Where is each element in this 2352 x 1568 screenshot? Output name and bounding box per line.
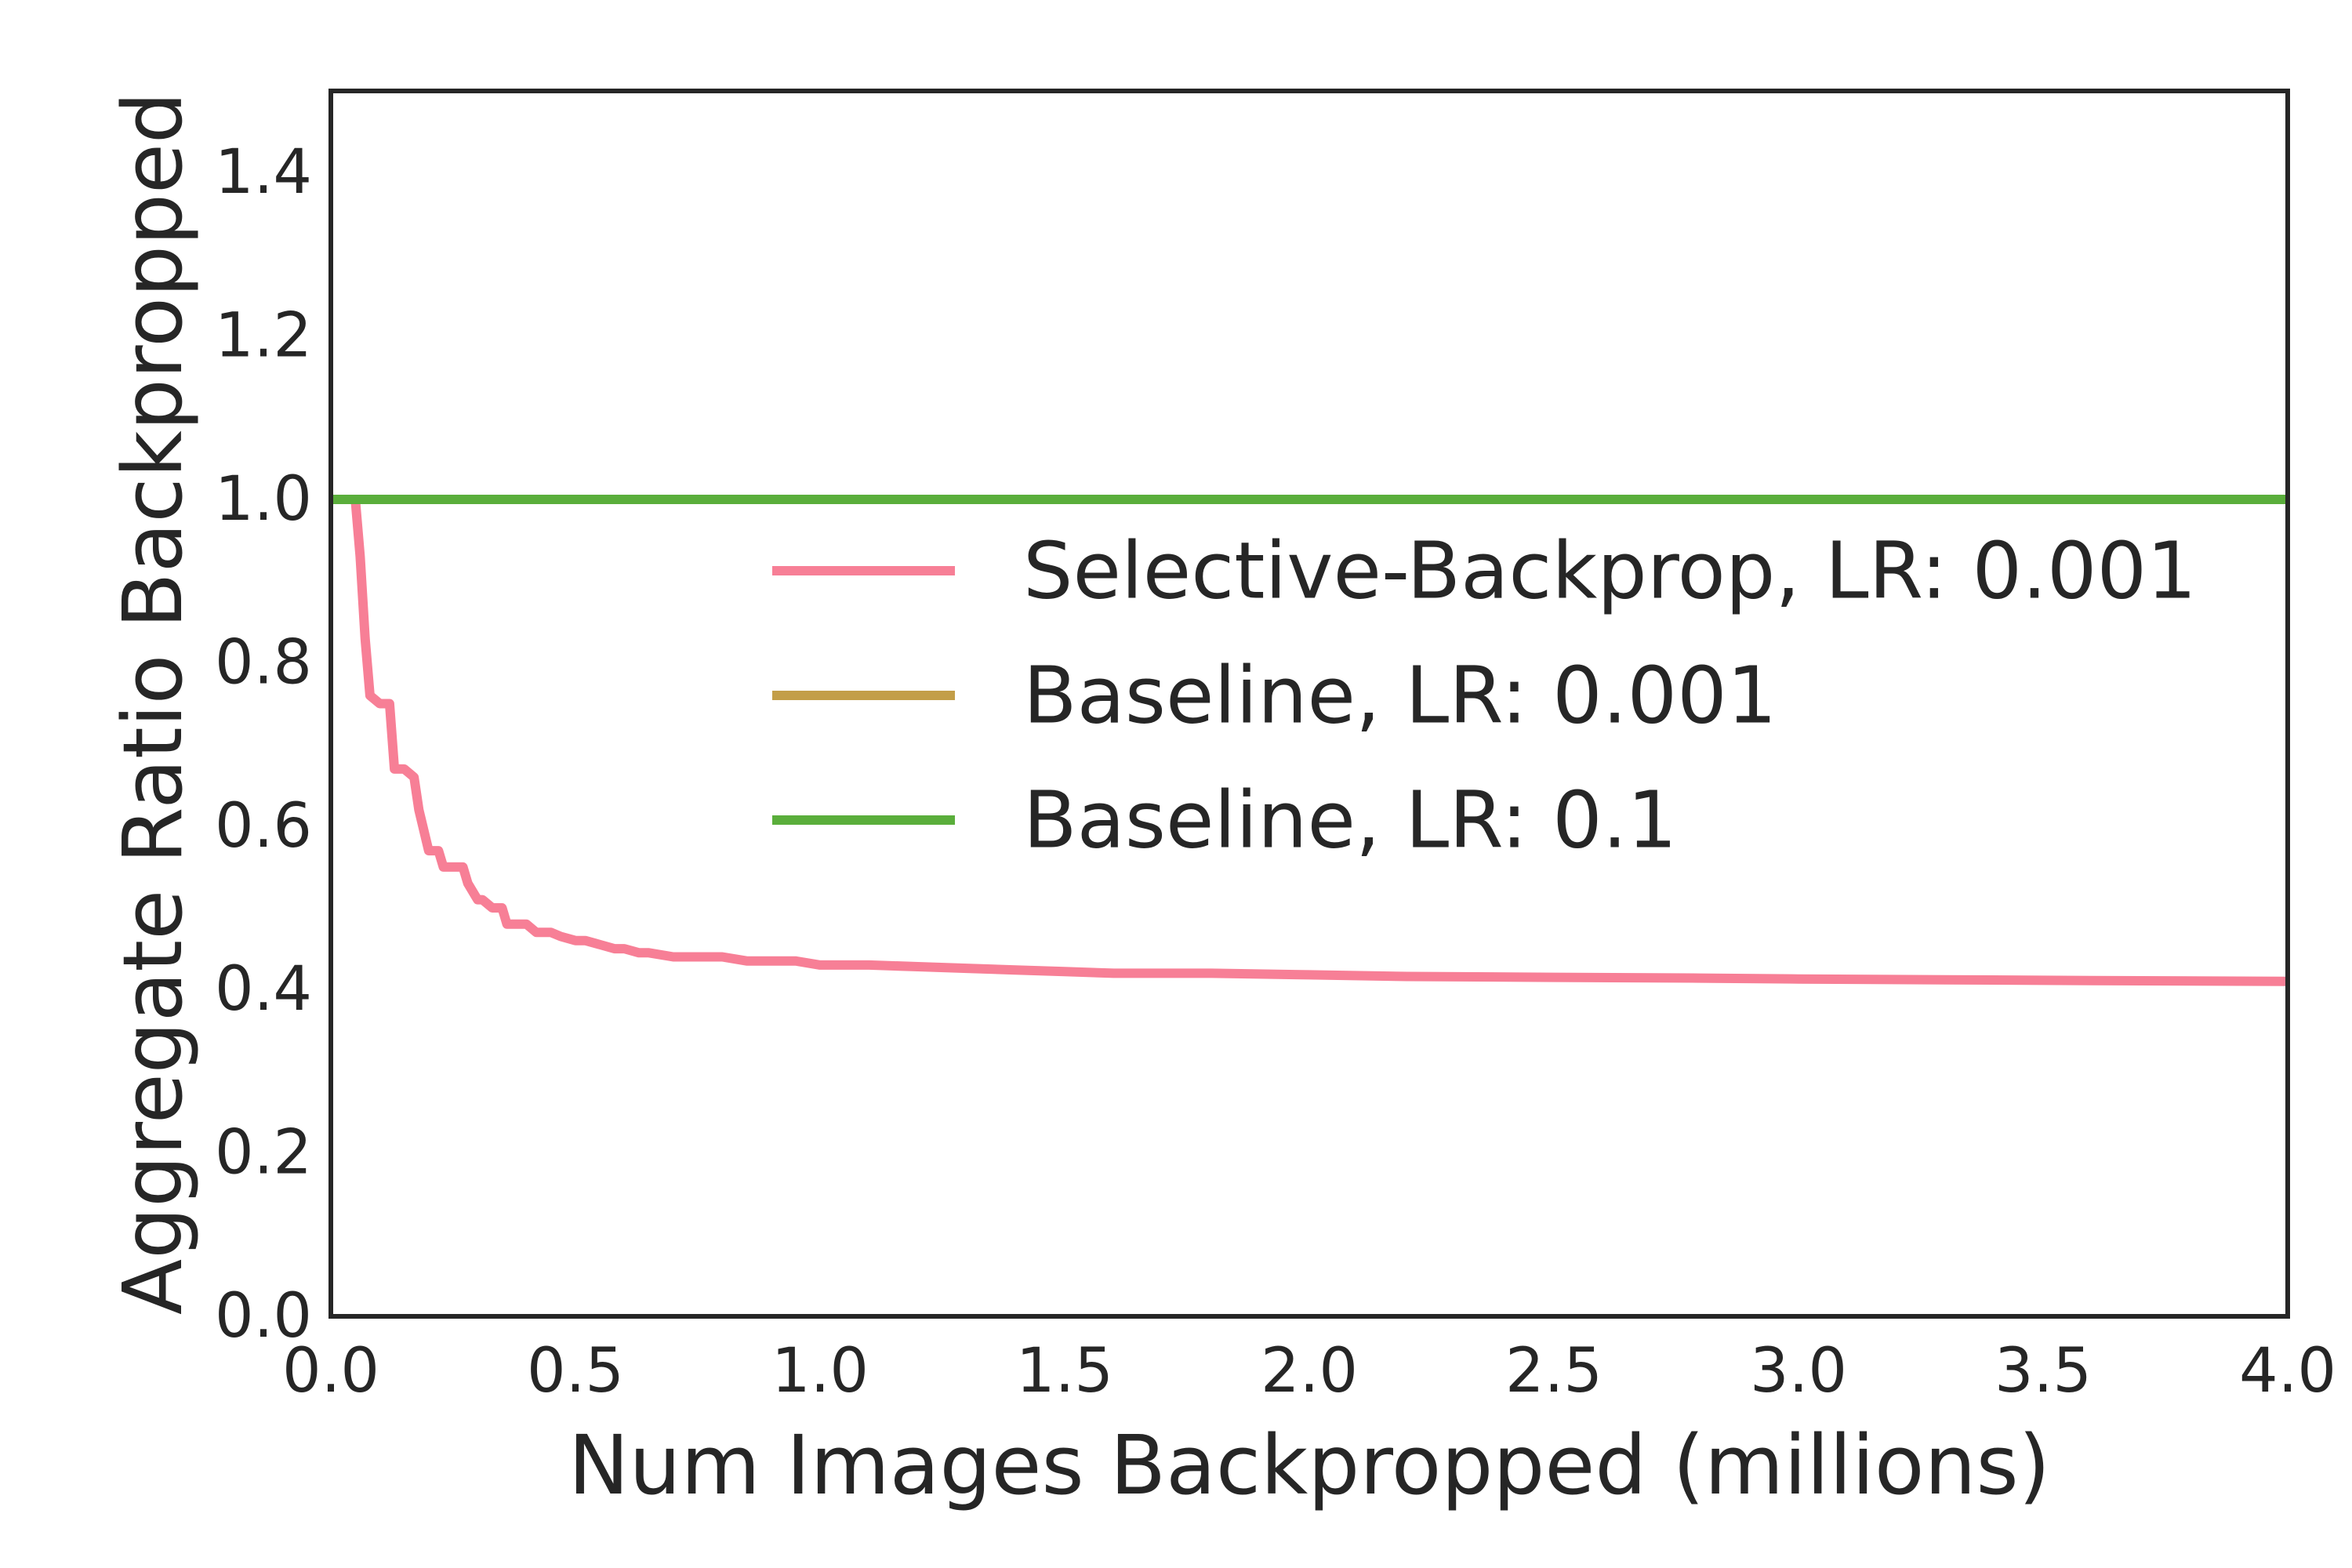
x-tick-label: 2.0 [1261, 1336, 1358, 1406]
plot-frame [328, 89, 2290, 1319]
plot-area [331, 495, 2288, 986]
x-tick-label: 0.5 [527, 1336, 624, 1406]
legend-label-3: Baseline, LR: 0.1 [1023, 775, 1677, 866]
x-axis-title: Num Images Backpropped (millions) [568, 1417, 2050, 1513]
y-tick-label: 1.0 [215, 464, 312, 535]
x-tick-label: 3.5 [1994, 1336, 2092, 1406]
x-tick-label: 0.0 [282, 1336, 379, 1406]
y-tick-label: 1.4 [215, 137, 312, 208]
legend: Selective-Backprop, LR: 0.001 Baseline, L… [772, 525, 2197, 866]
y-tick-label: 0.2 [215, 1118, 312, 1189]
x-tick-label: 3.0 [1750, 1336, 1847, 1406]
y-tick-label: 1.2 [215, 301, 312, 372]
legend-label-1: Selective-Backprop, LR: 0.001 [1023, 525, 2197, 617]
y-tick-label: 0.6 [215, 791, 312, 862]
y-tick-label: 0.8 [215, 627, 312, 698]
tick-labels: 0.0 0.5 1.0 1.5 2.0 2.5 3.0 3.5 4.0 0.0 0.2 0.4 0.6 0… [215, 137, 2336, 1406]
y-axis-title: Aggregate Ratio Backpropped [105, 92, 201, 1315]
series-line-1 [350, 499, 2288, 986]
x-tick-label: 1.5 [1016, 1336, 1113, 1406]
x-tick-label: 1.0 [771, 1336, 869, 1406]
y-tick-label: 0.0 [215, 1281, 312, 1352]
x-tick-label: 4.0 [2239, 1336, 2336, 1406]
y-tick-label: 0.4 [215, 954, 312, 1025]
x-tick-label: 2.5 [1505, 1336, 1602, 1406]
legend-label-2: Baseline, LR: 0.001 [1023, 650, 1777, 742]
